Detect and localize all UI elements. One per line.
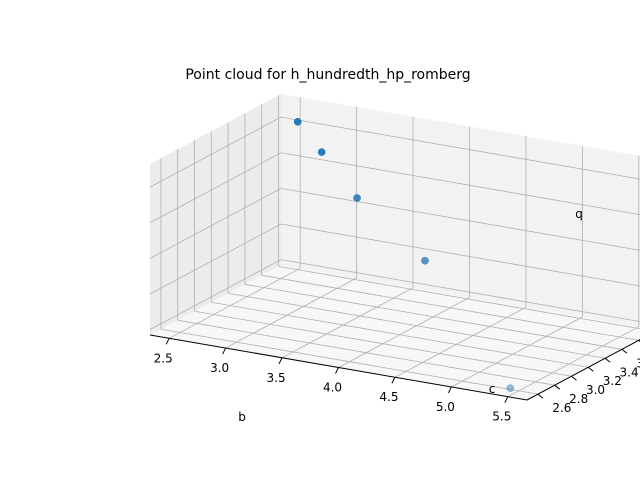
y-tick-mark xyxy=(571,375,577,381)
gridline-y-floor xyxy=(177,319,555,386)
gridline-y-floor xyxy=(160,328,538,395)
y-tick-label: 3.6 xyxy=(636,356,640,370)
data-points xyxy=(293,117,515,393)
gridline-z-back xyxy=(280,188,640,251)
data-point xyxy=(421,256,429,265)
tick-labels: 2.53.03.54.04.55.05.52.62.83.03.23.43.63… xyxy=(154,351,640,424)
gridline-z-back xyxy=(280,223,640,287)
y-axis-label: c xyxy=(489,382,496,396)
gridline-x-floor xyxy=(451,316,583,388)
gridline-x-floor xyxy=(338,297,470,368)
x-tick-label: 3.5 xyxy=(267,371,286,385)
gridline-z-back xyxy=(280,116,640,180)
axis-lines xyxy=(149,334,640,403)
z-axis-label: q xyxy=(575,207,583,221)
y-tick-label: 3.2 xyxy=(603,374,622,388)
y-tick-label: 2.6 xyxy=(552,401,571,415)
x-tick-mark xyxy=(222,347,227,355)
x-tick-label: 4.0 xyxy=(323,381,342,395)
gridline-z-left xyxy=(149,188,282,259)
gridline-z-left xyxy=(149,259,282,331)
gridline-y-floor xyxy=(211,301,589,368)
x-tick-label: 4.5 xyxy=(379,390,398,404)
x-tick-label: 3.0 xyxy=(210,361,229,375)
gridline-x-floor xyxy=(169,267,301,339)
data-point xyxy=(353,194,361,202)
pane-left xyxy=(150,94,281,335)
x-tick-label: 2.5 xyxy=(154,351,173,365)
gridline-x-floor xyxy=(281,287,414,359)
gridline-z-back xyxy=(280,152,640,216)
gridline-z-left xyxy=(149,223,282,295)
gridline-y-floor xyxy=(244,283,622,350)
chart-title: Point cloud for h_hundredth_hp_romberg xyxy=(185,67,470,83)
gridline-y-floor xyxy=(261,274,639,341)
x-tick-mark xyxy=(447,386,452,394)
y-tick-mark xyxy=(554,384,561,390)
gridline-x-floor xyxy=(225,277,357,349)
gridline-y-floor xyxy=(228,292,606,359)
x-tick-mark xyxy=(335,367,339,374)
y-tick-mark xyxy=(537,393,544,399)
gridline-x-floor xyxy=(507,326,639,398)
gridline-x-floor xyxy=(394,306,527,378)
x-tick-mark xyxy=(165,338,170,345)
y-tick-label: 3.0 xyxy=(586,383,605,397)
data-point xyxy=(293,117,302,126)
data-point xyxy=(317,148,326,156)
data-point xyxy=(506,384,515,393)
pane-floor xyxy=(150,265,640,400)
y-tick-mark xyxy=(621,348,628,354)
pane-back xyxy=(281,94,640,327)
y-tick-mark xyxy=(587,366,594,372)
x-tick-mark xyxy=(391,377,396,384)
gridlines xyxy=(149,95,640,398)
x-tick-mark xyxy=(504,396,509,403)
gridline-y-floor xyxy=(278,265,640,330)
axis-panes xyxy=(150,94,640,400)
y-tick-label: 3.4 xyxy=(620,365,639,379)
y-axis-line xyxy=(526,339,640,401)
gridline-z-left xyxy=(149,152,282,224)
x-tick-mark xyxy=(278,357,283,364)
x-tick-label: 5.0 xyxy=(436,400,455,414)
gridline-y-floor xyxy=(194,310,572,377)
x-tick-label: 5.5 xyxy=(492,410,511,424)
x-axis-label: b xyxy=(238,410,246,424)
y-tick-mark xyxy=(604,357,611,363)
gridline-z-left xyxy=(149,116,282,188)
y-tick-label: 2.8 xyxy=(569,392,588,406)
gridline-z-back xyxy=(280,259,640,322)
